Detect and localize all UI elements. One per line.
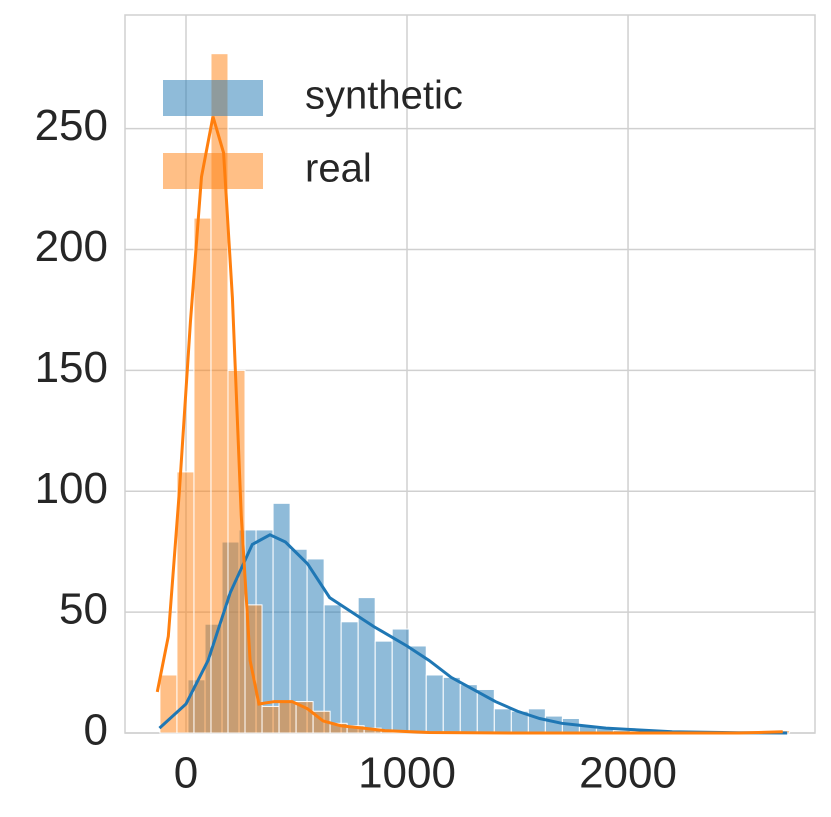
histogram-bar — [442, 676, 461, 734]
kde-line — [155, 116, 783, 735]
histogram-bar — [425, 674, 444, 734]
histogram-bar — [278, 701, 297, 734]
y-tick-label: 200 — [35, 222, 108, 271]
y-tick-label: 50 — [59, 585, 108, 634]
legend-label: synthetic — [305, 74, 463, 118]
histogram-bar — [261, 705, 280, 734]
y-tick-label: 250 — [35, 101, 108, 150]
histogram-bar — [340, 621, 359, 734]
legend-swatch — [163, 153, 263, 189]
histogram-bar — [493, 708, 512, 734]
legend-label: real — [305, 147, 372, 191]
y-tick-label: 150 — [35, 343, 108, 392]
legend-swatch — [163, 80, 263, 116]
x-tick-label: 2000 — [579, 749, 677, 798]
kde-line — [158, 533, 788, 735]
y-tick-label: 0 — [84, 706, 108, 755]
y-tick-label: 100 — [35, 464, 108, 513]
histogram-bar — [374, 640, 393, 734]
histogram-bar — [527, 708, 546, 734]
histogram-bar — [544, 715, 563, 734]
histogram-bar — [408, 645, 427, 734]
x-tick-label: 0 — [174, 749, 198, 798]
x-tick-label: 1000 — [358, 749, 456, 798]
